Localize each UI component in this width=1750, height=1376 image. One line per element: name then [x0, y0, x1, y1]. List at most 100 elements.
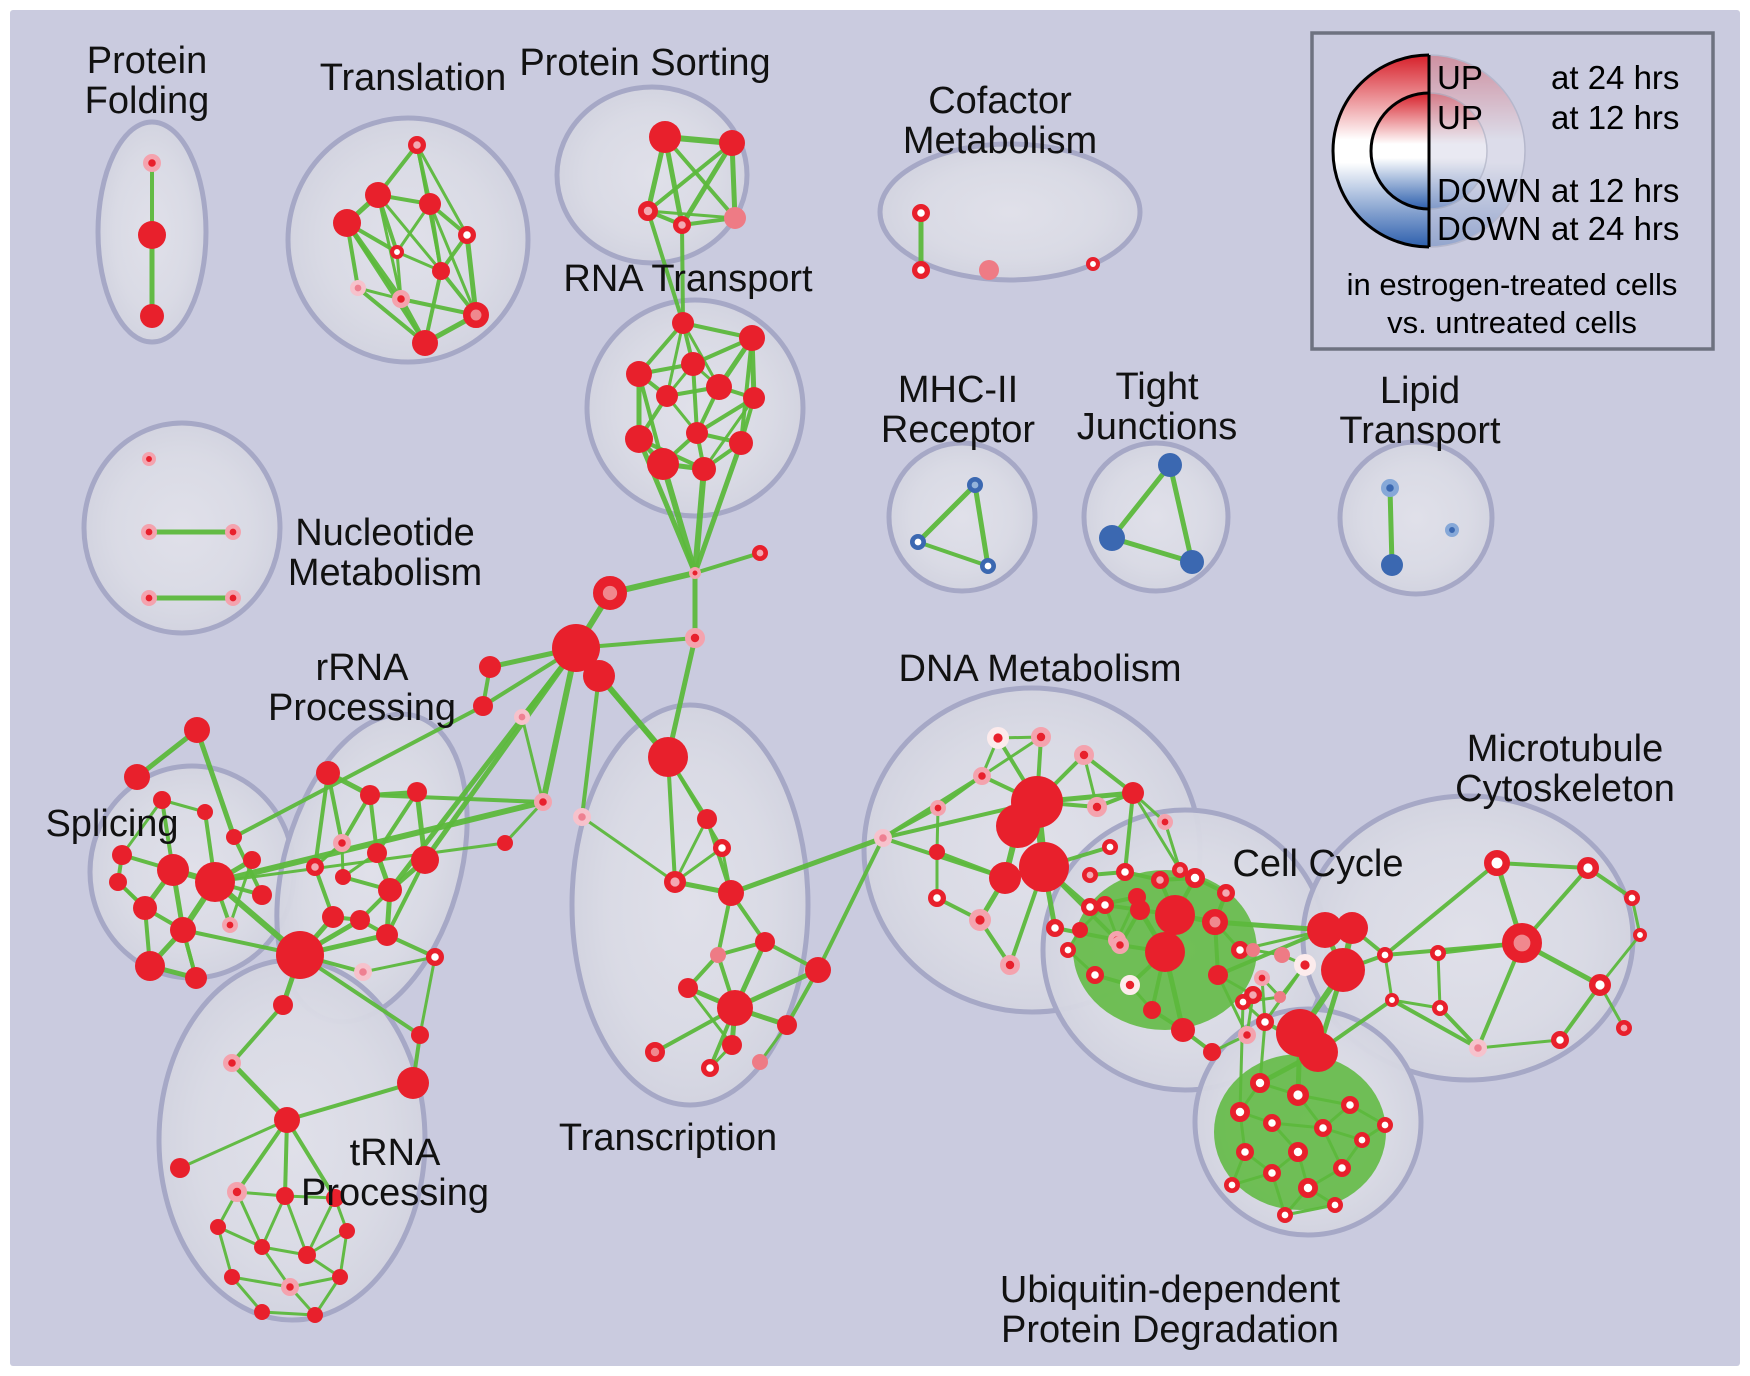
network-node-r	[1072, 922, 1088, 938]
network-node-w	[1385, 993, 1400, 1008]
cluster-label-cell-cycle: Cell Cycle	[1232, 843, 1403, 885]
network-node-w	[1255, 1012, 1274, 1031]
network-edge	[660, 461, 698, 576]
network-node-r	[1336, 912, 1368, 944]
network-edge	[1558, 983, 1602, 1042]
network-edge	[646, 209, 737, 220]
network-node-rp	[1502, 922, 1543, 963]
network-node-b	[1381, 554, 1403, 576]
legend-direction-label: UP	[1437, 99, 1483, 136]
network-edge	[1123, 791, 1135, 874]
network-node-r	[432, 262, 450, 280]
network-node-h	[141, 590, 158, 607]
network-node-r	[243, 851, 261, 869]
network-node-h	[1253, 970, 1270, 987]
network-node-ps	[1274, 991, 1286, 1003]
network-node-r	[929, 844, 945, 860]
network-node-w	[1332, 1158, 1351, 1177]
network-node-r	[717, 990, 753, 1026]
network-node-w	[1262, 1163, 1281, 1182]
legend-time-label: at 12 hrs	[1551, 99, 1679, 136]
network-node-w	[1262, 1113, 1281, 1132]
network-node-r	[316, 761, 340, 785]
cluster-ellipse-tight-junctions	[1081, 440, 1231, 594]
network-node-p	[407, 136, 426, 155]
network-edge	[120, 798, 164, 857]
network-edge	[428, 202, 478, 317]
network-edge	[540, 645, 579, 805]
network-node-h	[1237, 1025, 1256, 1044]
network-node-w	[1223, 1176, 1240, 1193]
network-edge	[415, 143, 469, 237]
network-node-w	[1288, 1142, 1309, 1163]
network-node-w	[1340, 1095, 1359, 1114]
network-node-w	[1431, 1000, 1448, 1017]
network-node-r	[1203, 1043, 1221, 1061]
network-node-b	[1158, 453, 1182, 477]
network-edge	[232, 704, 485, 839]
network-node-r	[1019, 842, 1069, 892]
network-node-r	[326, 1189, 344, 1207]
network-node-wh	[1293, 954, 1316, 977]
network-node-r	[378, 878, 402, 902]
network-edge	[356, 286, 427, 345]
network-node-w	[1276, 1206, 1293, 1223]
network-node-b	[1180, 550, 1204, 574]
network-node-w	[700, 1058, 719, 1077]
network-node-r	[197, 804, 213, 820]
network-node-r	[376, 924, 398, 946]
network-node-r	[210, 1219, 226, 1235]
network-edge	[580, 815, 677, 884]
network-node-r	[626, 361, 652, 387]
network-node-bw	[910, 534, 927, 551]
cluster-label-cofactor-metabolism: Metabolism	[903, 120, 1097, 162]
network-node-r	[157, 854, 189, 886]
network-edge	[520, 715, 545, 804]
network-node-r	[170, 917, 196, 943]
network-edge	[298, 953, 422, 1037]
legend-time-label: at 24 hrs	[1551, 59, 1679, 96]
network-node-h	[226, 1182, 247, 1203]
cluster-label-tight-junctions: Tight	[1115, 366, 1199, 408]
network-node-r	[1208, 965, 1228, 985]
network-node-w	[1623, 890, 1640, 907]
network-node-r	[722, 1035, 742, 1055]
legend: UP at 24 hrs UP at 12 hrs DOWN at 12 hrs DOWN a…	[1310, 31, 1715, 351]
cluster-label-rrna-processing: rRNA	[316, 647, 410, 689]
network-node-p	[1081, 867, 1098, 884]
network-node-h	[1110, 935, 1129, 954]
network-node-r	[112, 845, 132, 865]
network-node-w	[389, 244, 404, 259]
legend-time-label: at 24 hrs	[1551, 210, 1679, 247]
network-node-hp	[1468, 1038, 1487, 1057]
network-edge	[881, 806, 940, 840]
network-node-r	[333, 209, 361, 237]
network-edge	[229, 1060, 290, 1123]
cluster-label-trna-processing: Processing	[301, 1172, 489, 1214]
network-node-r	[648, 737, 688, 777]
network-edge	[1238, 1000, 1245, 1114]
network-node-w	[457, 226, 476, 245]
network-node-hp	[873, 828, 892, 847]
cluster-label-lipid-transport: Lipid	[1380, 370, 1460, 412]
network-node-r	[1307, 912, 1343, 948]
network-node-r	[332, 1269, 348, 1285]
network-node-hp	[353, 962, 372, 981]
network-node-r	[109, 873, 127, 891]
network-node-p	[752, 545, 769, 562]
network-edge	[646, 209, 685, 325]
network-node-r	[649, 121, 681, 153]
cluster-ellipse-protein-sorting	[554, 84, 750, 266]
network-node-w	[1230, 1102, 1251, 1123]
network-node-bd	[1445, 523, 1460, 538]
network-edge	[368, 793, 545, 804]
network-node-w	[1429, 945, 1446, 962]
network-node-w	[1086, 256, 1101, 271]
network-edge	[230, 1003, 285, 1065]
network-node-r	[298, 1246, 316, 1264]
cluster-label-protein-folding: Folding	[85, 80, 210, 122]
network-node-r	[681, 352, 705, 376]
network-node-h	[930, 800, 947, 817]
